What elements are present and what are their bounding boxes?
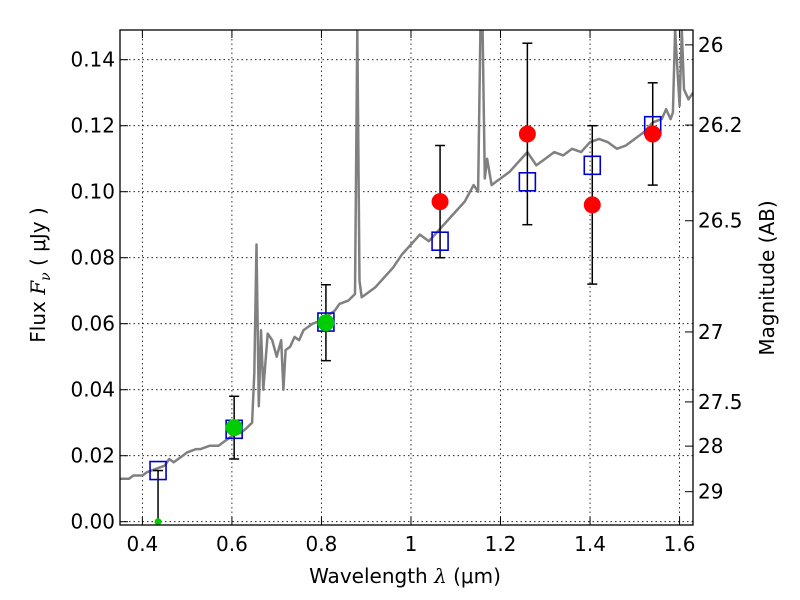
x-tick-label: 1.2 bbox=[485, 532, 517, 556]
red-data-point bbox=[644, 125, 662, 143]
x-tick-label: 1 bbox=[405, 532, 418, 556]
x-tick-label: 0.6 bbox=[216, 532, 248, 556]
magnitude-tick-label: 27.5 bbox=[698, 390, 743, 414]
red-data-point bbox=[518, 125, 536, 143]
y-tick-label: 0.02 bbox=[70, 444, 115, 468]
y-tick-label: 0.10 bbox=[70, 180, 115, 204]
red-data-point bbox=[431, 193, 449, 211]
x-axis-label: Wavelength λ (μm) bbox=[309, 564, 501, 588]
x-tick-label: 1.6 bbox=[664, 532, 696, 556]
x-tick-label: 0.8 bbox=[306, 532, 338, 556]
ticks-layer: 0.4 0.6 0.8 1 1.2 1.4 1.6 0.00 0.02 0.04 0.06 0.08 0… bbox=[70, 30, 743, 556]
model-point-square bbox=[149, 460, 167, 481]
magnitude-tick-label: 26 bbox=[698, 33, 723, 57]
magnitude-axis-label: Magnitude (AB) bbox=[755, 200, 779, 355]
x-tick-label: 0.4 bbox=[126, 532, 158, 556]
green-data-point bbox=[225, 419, 243, 437]
data-markers-layer bbox=[149, 42, 662, 525]
magnitude-tick-label: 28 bbox=[698, 434, 723, 458]
magnitude-tick-label: 26.2 bbox=[698, 113, 743, 137]
y-tick-label: 0.04 bbox=[70, 378, 115, 402]
grid-lines bbox=[120, 30, 693, 525]
x-tick-label: 1.4 bbox=[574, 532, 606, 556]
magnitude-tick-label: 29 bbox=[698, 480, 723, 504]
plot-frame bbox=[119, 29, 694, 526]
y-tick-label: 0.00 bbox=[70, 510, 115, 534]
y-axis-label: Flux Fν ( μJy ) bbox=[26, 207, 54, 342]
red-data-point bbox=[583, 196, 601, 214]
green-data-point bbox=[317, 314, 335, 332]
model-point-square bbox=[583, 155, 602, 176]
green-data-point bbox=[154, 518, 162, 525]
y-tick-label: 0.06 bbox=[70, 312, 115, 336]
model-spectrum-line bbox=[120, 30, 693, 481]
model-point-square bbox=[518, 172, 537, 192]
y-tick-label: 0.12 bbox=[70, 114, 115, 138]
y-tick-label: 0.08 bbox=[70, 246, 115, 270]
magnitude-tick-label: 26.5 bbox=[698, 209, 743, 233]
magnitude-tick-label: 27 bbox=[698, 320, 723, 344]
model-point-square bbox=[431, 231, 449, 251]
y-tick-label: 0.14 bbox=[70, 48, 115, 72]
model-spectrum-layer bbox=[120, 30, 693, 481]
